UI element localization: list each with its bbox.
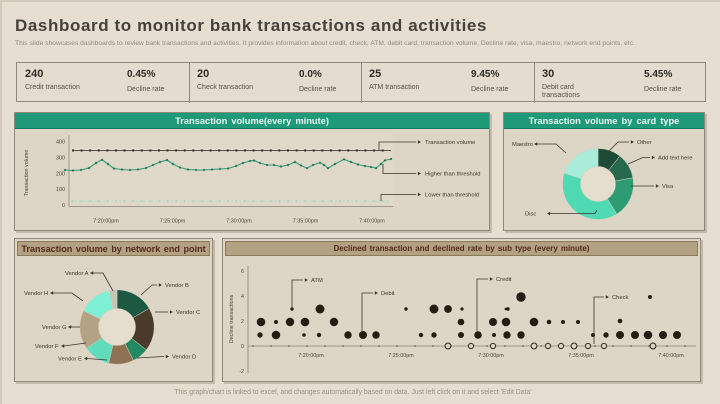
svg-text:7:20:00pm: 7:20:00pm [93, 219, 119, 225]
svg-text:Vendor D: Vendor D [172, 355, 196, 361]
svg-text:7:40:00pm: 7:40:00pm [359, 219, 385, 225]
svg-text:Add text here: Add text here [658, 156, 692, 162]
svg-text:ATM: ATM [311, 278, 323, 284]
svg-text:7:40:00pm: 7:40:00pm [658, 353, 684, 359]
svg-text:0: 0 [241, 344, 244, 350]
svg-text:300: 300 [56, 155, 65, 161]
svg-text:7:35:00pm: 7:35:00pm [568, 353, 594, 359]
svg-text:2: 2 [241, 319, 244, 325]
svg-text:Lower than threshold: Lower than threshold [425, 193, 479, 199]
svg-text:Vendor B: Vendor B [165, 283, 189, 289]
svg-text:7:25:00pm: 7:25:00pm [160, 219, 186, 225]
svg-text:Vendor H: Vendor H [24, 291, 48, 297]
svg-text:Transaction volume: Transaction volume [24, 150, 30, 197]
svg-text:Check: Check [612, 295, 629, 301]
svg-text:0: 0 [62, 203, 65, 209]
svg-text:-2: -2 [239, 369, 244, 375]
svg-text:6: 6 [241, 269, 244, 275]
svg-text:Other: Other [637, 140, 652, 146]
svg-text:7:20:00pm: 7:20:00pm [298, 353, 324, 359]
svg-text:7:30:00pm: 7:30:00pm [226, 219, 252, 225]
svg-text:Transaction volume: Transaction volume [425, 140, 475, 146]
svg-text:Visa: Visa [662, 184, 674, 190]
svg-text:Vendor C: Vendor C [176, 310, 200, 316]
svg-text:Debit: Debit [381, 291, 395, 297]
svg-text:Vendor G: Vendor G [42, 325, 67, 331]
svg-text:Credit: Credit [496, 277, 512, 283]
svg-text:Higher than threshold: Higher than threshold [425, 172, 480, 178]
svg-text:7:35:00pm: 7:35:00pm [293, 219, 319, 225]
svg-text:Vendor A: Vendor A [65, 271, 89, 277]
svg-text:Disc: Disc [525, 212, 536, 218]
svg-text:400: 400 [56, 140, 65, 146]
svg-text:Maestro: Maestro [512, 142, 533, 148]
svg-text:Vendor E: Vendor E [58, 357, 82, 363]
svg-text:Decline transactions: Decline transactions [229, 294, 235, 343]
svg-text:200: 200 [56, 171, 65, 177]
svg-text:7:30:00pm: 7:30:00pm [478, 353, 504, 359]
svg-text:7:25:00pm: 7:25:00pm [388, 353, 414, 359]
svg-text:4: 4 [241, 294, 244, 300]
svg-text:100: 100 [56, 187, 65, 193]
svg-text:Vendor F: Vendor F [35, 344, 59, 350]
